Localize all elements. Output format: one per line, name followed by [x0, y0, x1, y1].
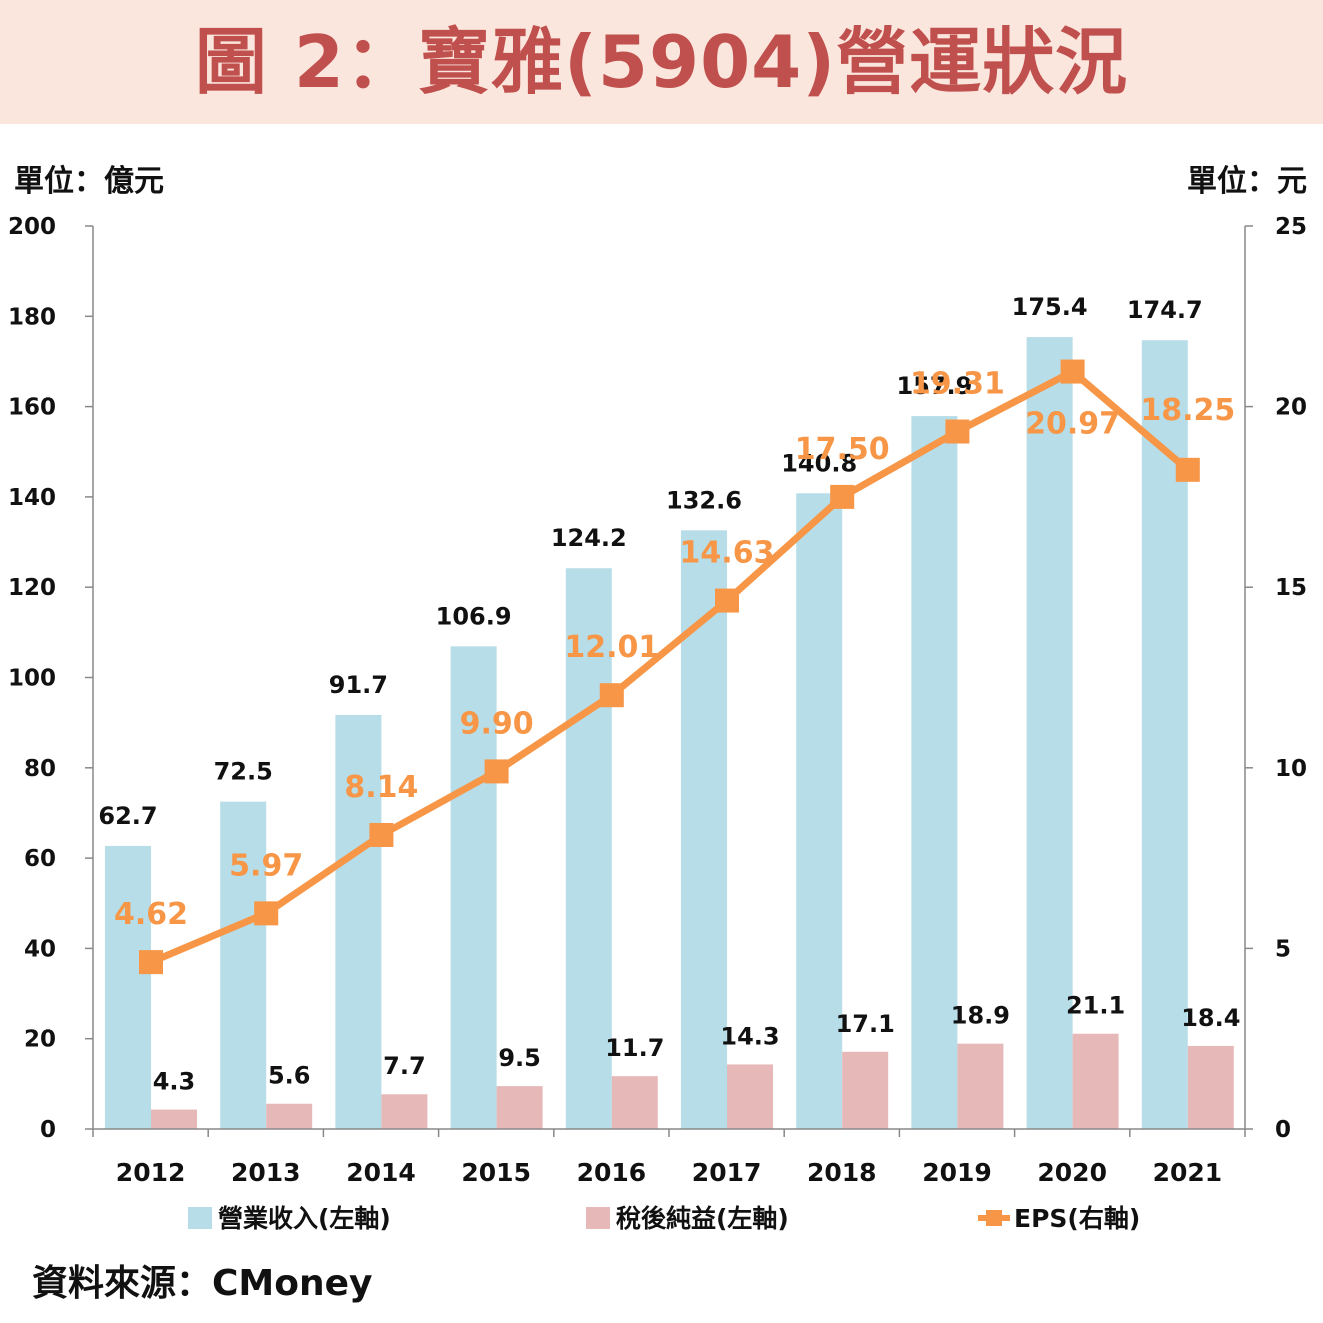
eps-data-label: 8.14 — [344, 770, 418, 805]
eps-point — [139, 950, 163, 975]
revenue-data-label: 106.9 — [436, 602, 512, 630]
right-axis-unit: 單位：元 — [1187, 164, 1307, 199]
x-tick-label: 2014 — [346, 1158, 416, 1187]
eps-point — [715, 588, 739, 613]
eps-line — [149, 368, 1191, 966]
left-tick-label: 140 — [8, 485, 56, 511]
right-tick-label: 25 — [1275, 214, 1307, 240]
eps-data-label: 4.62 — [114, 897, 188, 932]
x-tick-label: 2019 — [922, 1158, 992, 1187]
net-income-bar — [381, 1094, 428, 1129]
net-income-bar — [496, 1086, 543, 1129]
revenue-data-label: 132.6 — [666, 486, 742, 514]
eps-point — [599, 683, 624, 708]
net-income-data-label: 14.3 — [720, 1022, 779, 1050]
right-tick-label: 20 — [1275, 395, 1307, 421]
revenue-data-label: 62.7 — [98, 802, 157, 830]
left-tick-label: 100 — [8, 666, 56, 692]
revenue-data-label: 91.7 — [329, 671, 388, 699]
revenue-data-label: 140.8 — [781, 449, 857, 477]
right-tick-label: 10 — [1275, 756, 1307, 782]
left-tick-label: 40 — [24, 936, 56, 962]
net-income-data-label: 18.4 — [1181, 1004, 1240, 1032]
eps-point — [369, 822, 394, 847]
net-income-data-label: 7.7 — [383, 1052, 426, 1080]
legend-net-income-label: 稅後純益(左軸) — [616, 1204, 789, 1233]
net-income-data-label: 5.6 — [268, 1062, 311, 1090]
left-tick-label: 200 — [8, 214, 56, 240]
left-tick-label: 120 — [8, 575, 56, 601]
eps-point — [254, 901, 279, 926]
eps-point — [830, 484, 855, 509]
left-tick-label: 180 — [8, 304, 56, 330]
title-banner — [0, 0, 1323, 124]
eps-point — [1175, 457, 1200, 482]
x-tick-label: 2016 — [577, 1158, 647, 1187]
legend-eps-label: EPS(右軸) — [1014, 1204, 1140, 1233]
net-income-bar — [727, 1064, 773, 1129]
x-tick-label: 2017 — [692, 1158, 762, 1187]
revenue-bar — [220, 801, 267, 1129]
eps-data-label: 17.50 — [795, 432, 890, 467]
legend-eps-marker — [986, 1210, 1002, 1226]
x-tick-label: 2020 — [1037, 1158, 1107, 1187]
net-income-data-label: 11.7 — [605, 1034, 664, 1062]
x-tick-label: 2012 — [116, 1158, 186, 1187]
revenue-bar — [335, 714, 382, 1129]
x-tick-label: 2021 — [1153, 1158, 1223, 1187]
left-tick-label: 80 — [24, 756, 56, 782]
revenue-bar — [1026, 337, 1073, 1130]
left-axis-unit: 單位：億元 — [14, 164, 164, 199]
net-income-data-label: 9.5 — [498, 1044, 541, 1072]
legend-net-income-swatch — [586, 1207, 610, 1229]
right-tick-label: 0 — [1275, 1117, 1291, 1143]
eps-data-label: 19.31 — [910, 367, 1005, 402]
left-tick-label: 0 — [40, 1117, 56, 1143]
eps-data-label: 9.90 — [460, 706, 534, 741]
eps-data-label: 14.63 — [680, 536, 775, 571]
revenue-bar — [105, 845, 151, 1129]
eps-point — [945, 419, 970, 444]
right-tick-label: 15 — [1275, 575, 1307, 601]
net-income-data-label: 21.1 — [1066, 992, 1125, 1020]
eps-point — [484, 759, 509, 784]
revenue-bar — [450, 646, 497, 1129]
legend-revenue-label: 營業收入(左軸) — [218, 1204, 391, 1233]
net-income-bar — [1072, 1033, 1119, 1129]
eps-data-label: 12.01 — [564, 630, 659, 665]
eps-point — [1060, 359, 1085, 384]
legend-revenue-swatch — [188, 1207, 212, 1229]
right-tick-label: 5 — [1275, 936, 1291, 962]
eps-data-label: 18.25 — [1140, 393, 1235, 428]
revenue-data-label: 124.2 — [551, 524, 627, 552]
net-income-bar — [957, 1043, 1004, 1129]
x-tick-label: 2018 — [807, 1158, 877, 1187]
left-tick-label: 20 — [24, 1027, 56, 1053]
revenue-bar — [565, 568, 612, 1129]
net-income-bar — [1187, 1045, 1234, 1129]
net-income-bar — [611, 1076, 658, 1129]
x-tick-label: 2013 — [231, 1158, 301, 1187]
net-income-data-label: 17.1 — [836, 1010, 895, 1038]
chart-title: 圖 2：寶雅(5904)營運狀況 — [194, 20, 1129, 104]
eps-data-label: 20.97 — [1025, 407, 1120, 442]
net-income-data-label: 18.9 — [951, 1002, 1010, 1030]
revenue-bar — [911, 416, 958, 1129]
revenue-data-label: 157.9 — [896, 372, 972, 400]
x-tick-label: 2015 — [461, 1158, 531, 1187]
data-source: 資料來源：CMoney — [32, 1263, 373, 1304]
left-tick-label: 60 — [24, 846, 56, 872]
revenue-data-label: 175.4 — [1012, 293, 1088, 321]
left-tick-label: 160 — [8, 395, 56, 421]
net-income-bar — [842, 1051, 889, 1129]
net-income-bar — [266, 1103, 313, 1129]
eps-data-label: 5.97 — [229, 848, 303, 883]
revenue-data-label: 174.7 — [1127, 296, 1203, 324]
net-income-bar — [151, 1109, 197, 1129]
net-income-data-label: 4.3 — [153, 1068, 196, 1096]
revenue-bar — [796, 493, 843, 1130]
revenue-data-label: 72.5 — [214, 758, 273, 786]
